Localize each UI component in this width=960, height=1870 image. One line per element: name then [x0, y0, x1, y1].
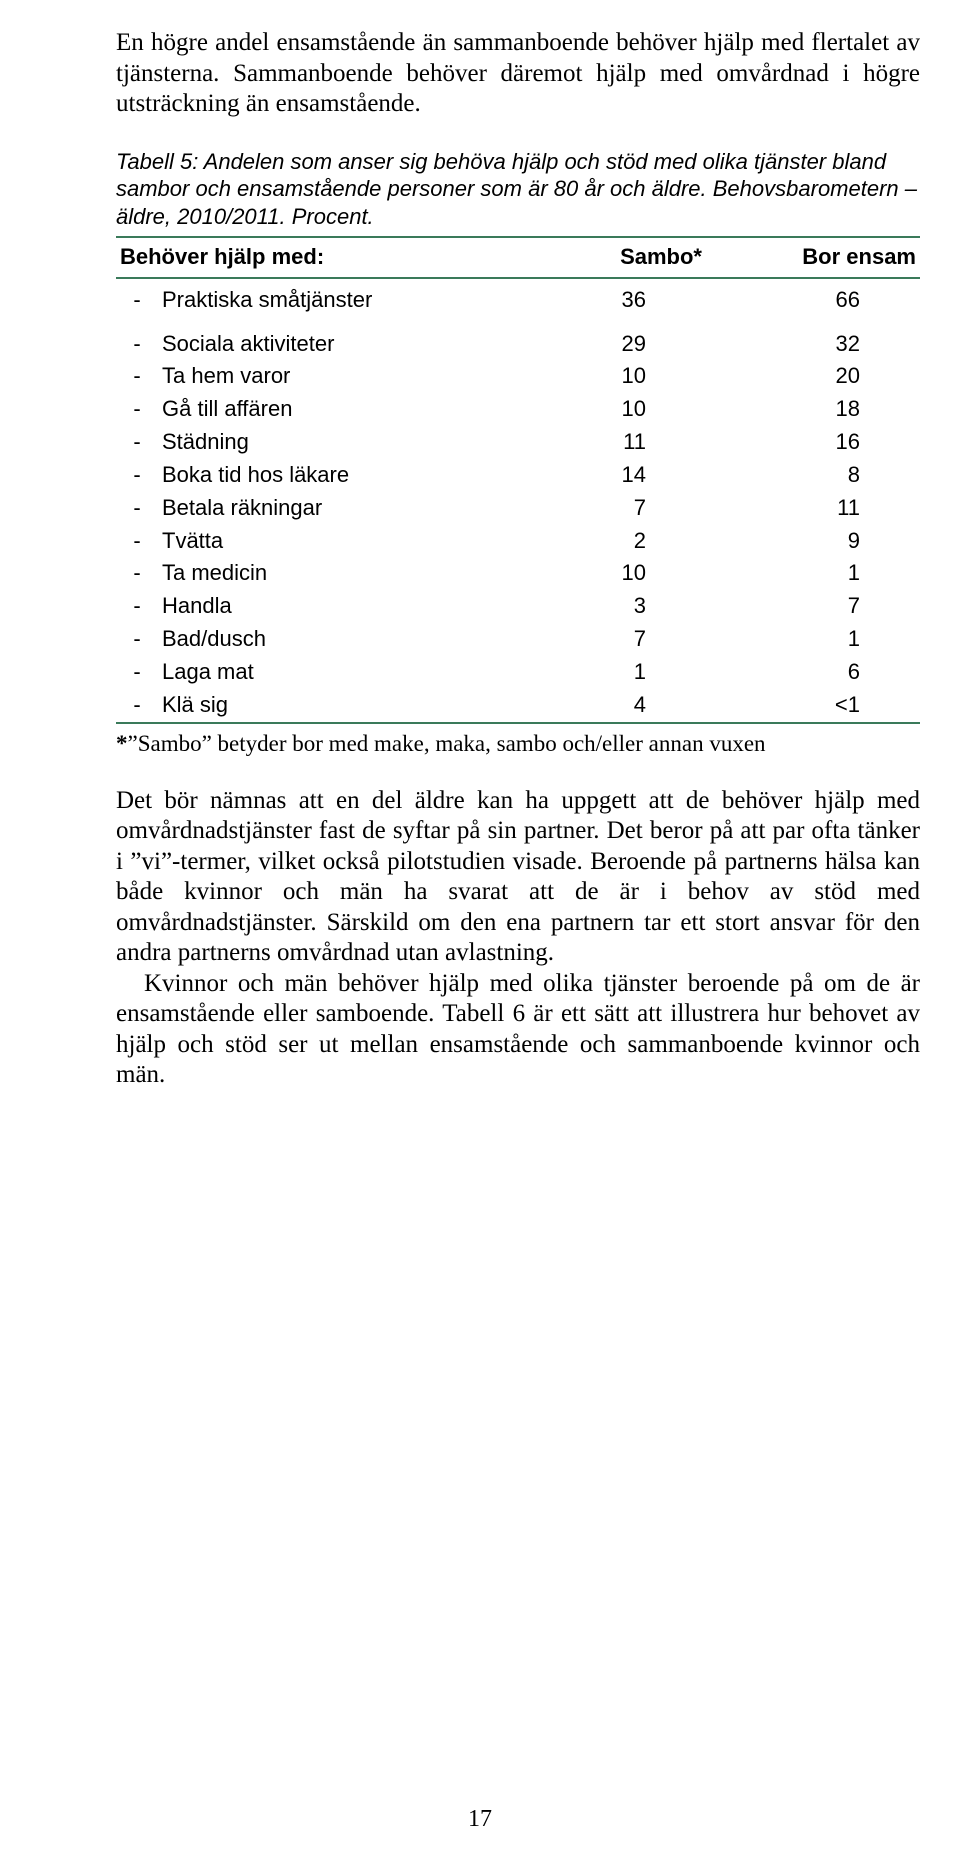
row-label: Ta medicin	[158, 557, 492, 590]
row-dash: -	[116, 459, 158, 492]
page-number: 17	[0, 1805, 960, 1834]
row-value-sambo: 4	[492, 689, 706, 723]
row-value-bor-ensam: 1	[706, 557, 920, 590]
row-value-bor-ensam: 11	[706, 492, 920, 525]
table-row: -Praktiska småtjänster3666	[116, 278, 920, 328]
intro-paragraph: En högre andel ensamstående än sammanboe…	[116, 28, 920, 120]
footnote-text: ”Sambo” betyder bor med make, maka, samb…	[128, 731, 766, 756]
table-row: -Bad/dusch71	[116, 623, 920, 656]
col-header-behov: Behöver hjälp med:	[116, 237, 492, 278]
row-dash: -	[116, 492, 158, 525]
row-value-bor-ensam: 66	[706, 278, 920, 328]
table-row: -Handla37	[116, 590, 920, 623]
table-caption: Tabell 5: Andelen som anser sig behöva h…	[116, 148, 920, 231]
row-label: Laga mat	[158, 656, 492, 689]
row-value-bor-ensam: 16	[706, 426, 920, 459]
row-dash: -	[116, 689, 158, 723]
row-value-sambo: 3	[492, 590, 706, 623]
row-label: Tvätta	[158, 525, 492, 558]
row-value-sambo: 11	[492, 426, 706, 459]
row-label: Betala räkningar	[158, 492, 492, 525]
row-dash: -	[116, 328, 158, 361]
row-dash: -	[116, 278, 158, 328]
table-row: -Sociala aktiviteter2932	[116, 328, 920, 361]
row-label: Ta hem varor	[158, 360, 492, 393]
row-dash: -	[116, 590, 158, 623]
row-value-sambo: 7	[492, 623, 706, 656]
row-value-sambo: 2	[492, 525, 706, 558]
row-label: Sociala aktiviteter	[158, 328, 492, 361]
row-dash: -	[116, 393, 158, 426]
table-body: -Praktiska småtjänster3666-Sociala aktiv…	[116, 278, 920, 723]
document-page: En högre andel ensamstående än sammanboe…	[0, 0, 960, 1870]
row-label: Gå till affären	[158, 393, 492, 426]
row-label: Bad/dusch	[158, 623, 492, 656]
row-value-bor-ensam: 32	[706, 328, 920, 361]
row-value-bor-ensam: 9	[706, 525, 920, 558]
row-value-sambo: 29	[492, 328, 706, 361]
table-row: -Ta hem varor1020	[116, 360, 920, 393]
table-row: -Boka tid hos läkare148	[116, 459, 920, 492]
row-label: Städning	[158, 426, 492, 459]
table-row: -Ta medicin101	[116, 557, 920, 590]
row-label: Handla	[158, 590, 492, 623]
row-value-sambo: 7	[492, 492, 706, 525]
table-row: -Städning1116	[116, 426, 920, 459]
table-header-row: Behöver hjälp med: Sambo* Bor ensam	[116, 237, 920, 278]
table-row: -Klä sig4<1	[116, 689, 920, 723]
row-value-sambo: 10	[492, 557, 706, 590]
row-value-bor-ensam: 7	[706, 590, 920, 623]
row-dash: -	[116, 525, 158, 558]
data-table: Behöver hjälp med: Sambo* Bor ensam -Pra…	[116, 236, 920, 724]
table-row: -Tvätta29	[116, 525, 920, 558]
row-label: Klä sig	[158, 689, 492, 723]
row-value-sambo: 14	[492, 459, 706, 492]
row-value-sambo: 36	[492, 278, 706, 328]
row-value-bor-ensam: 18	[706, 393, 920, 426]
body-paragraph: Kvinnor och män behöver hjälp med olika …	[116, 969, 920, 1091]
row-value-bor-ensam: 8	[706, 459, 920, 492]
col-header-bor-ensam: Bor ensam	[706, 237, 920, 278]
table-row: -Gå till affären1018	[116, 393, 920, 426]
body-paragraph: Det bör nämnas att en del äldre kan ha u…	[116, 786, 920, 969]
row-value-bor-ensam: 6	[706, 656, 920, 689]
col-header-sambo: Sambo*	[492, 237, 706, 278]
row-dash: -	[116, 360, 158, 393]
table-footnote: *”Sambo” betyder bor med make, maka, sam…	[116, 730, 920, 758]
row-dash: -	[116, 623, 158, 656]
row-dash: -	[116, 656, 158, 689]
row-dash: -	[116, 557, 158, 590]
row-label: Boka tid hos läkare	[158, 459, 492, 492]
table-row: -Betala räkningar711	[116, 492, 920, 525]
row-value-sambo: 1	[492, 656, 706, 689]
footnote-star: *	[116, 731, 128, 756]
row-value-bor-ensam: 20	[706, 360, 920, 393]
row-value-sambo: 10	[492, 393, 706, 426]
row-label: Praktiska småtjänster	[158, 278, 492, 328]
row-value-sambo: 10	[492, 360, 706, 393]
row-dash: -	[116, 426, 158, 459]
table-row: -Laga mat16	[116, 656, 920, 689]
row-value-bor-ensam: 1	[706, 623, 920, 656]
row-value-bor-ensam: <1	[706, 689, 920, 723]
